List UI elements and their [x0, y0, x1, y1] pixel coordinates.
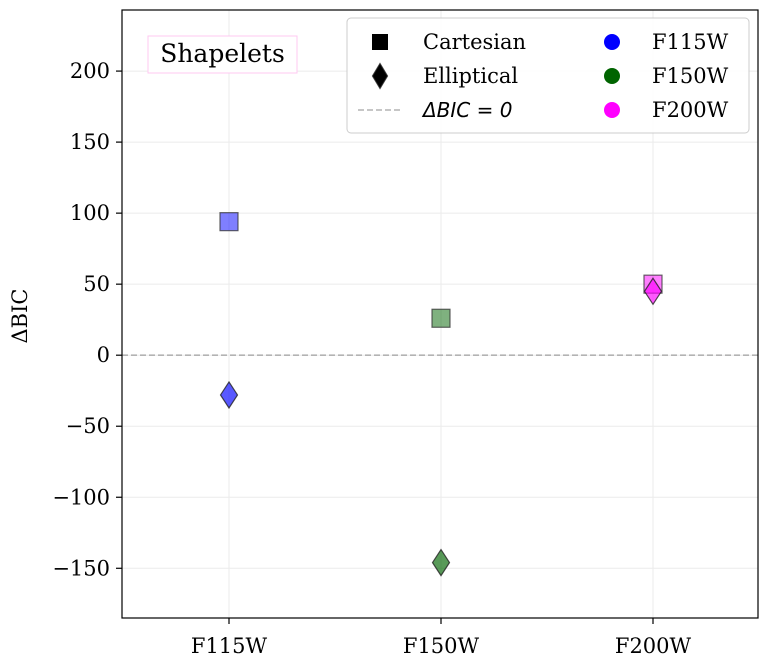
marker-cartesian-f115w	[219, 212, 239, 232]
marker-cartesian-f150w	[431, 308, 451, 328]
x-tick-label: F200W	[615, 634, 692, 658]
marker-elliptical-f115w	[219, 380, 239, 410]
plot-frame	[121, 9, 759, 619]
y-axis-label: ΔBIC	[8, 289, 32, 344]
legend-f200w-swatch	[604, 102, 620, 118]
legend-cartesian-swatch	[372, 34, 388, 50]
y-tick-label: 200	[70, 59, 110, 83]
annotation-label: Shapelets	[160, 39, 285, 68]
legend-f115w-swatch	[604, 34, 620, 50]
y-tick-label: 50	[83, 272, 110, 296]
y-tick-label: −100	[52, 485, 110, 509]
legend-elliptical-swatch	[371, 62, 389, 90]
y-axis-ticks: 200 150 100 50 0 −50 −100 −150	[52, 59, 122, 580]
data-markers	[219, 212, 663, 577]
y-tick-label: −150	[52, 556, 110, 580]
annotation-box: Shapelets	[147, 35, 298, 74]
legend: Cartesian Elliptical ΔBIC = 0 F115W F150W F20…	[346, 17, 750, 134]
x-tick-label: F115W	[191, 634, 268, 658]
legend-elliptical-label: Elliptical	[423, 64, 518, 88]
legend-frame	[346, 17, 750, 134]
y-tick-label: 100	[70, 201, 110, 225]
legend-cartesian-label: Cartesian	[423, 30, 526, 54]
y-tick-label: −50	[66, 414, 110, 438]
legend-f150w-label: F150W	[652, 64, 729, 88]
legend-f150w-swatch	[604, 68, 620, 84]
y-tick-label: 150	[70, 130, 110, 154]
legend-bic-0-label: ΔBIC = 0	[421, 98, 512, 122]
x-axis-ticks: F115W F150W F200W	[191, 618, 692, 658]
marker-elliptical-f150w	[431, 548, 451, 577]
legend-f200w-label: F200W	[652, 98, 729, 122]
y-tick-label: 0	[97, 343, 110, 367]
legend-f115w-label: F115W	[652, 30, 729, 54]
marker-elliptical-f200w	[643, 277, 663, 306]
x-tick-label: F150W	[403, 634, 480, 658]
